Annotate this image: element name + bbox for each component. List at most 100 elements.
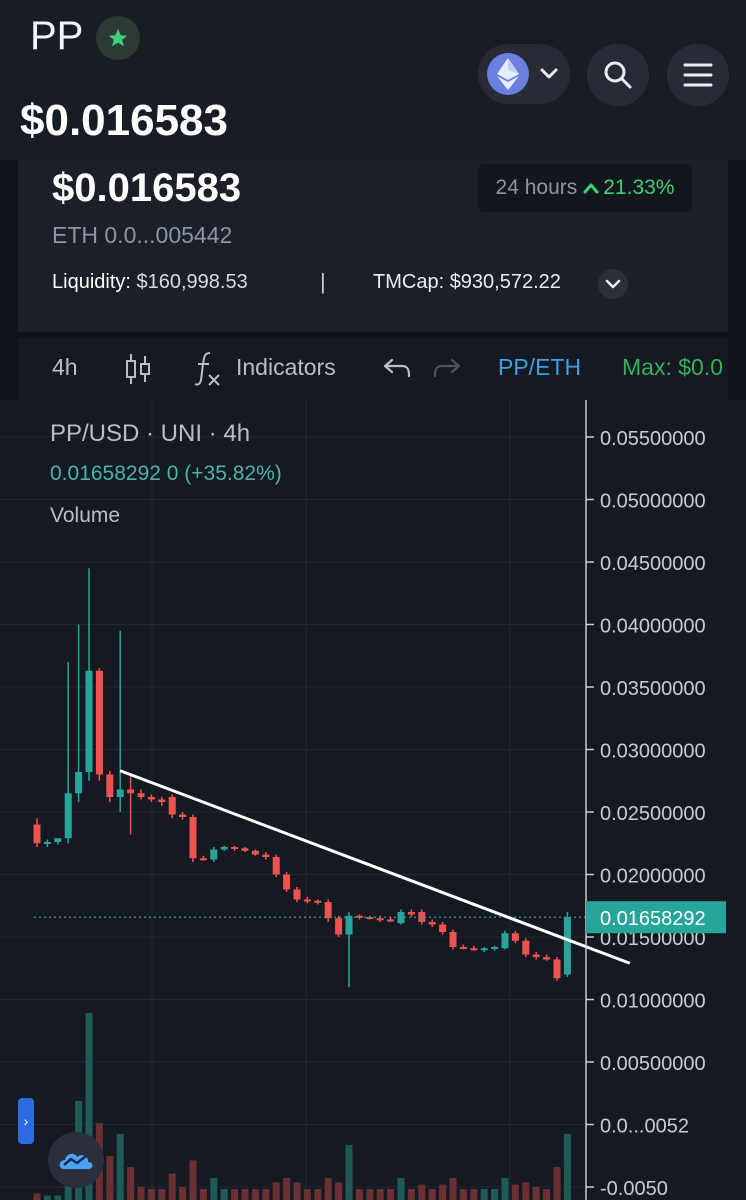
candle [116, 630, 124, 812]
mcap-row: TMCap: $930,572.22 [373, 271, 561, 294]
y-tick-label: 0.03000000 [600, 741, 706, 763]
candle-body [283, 874, 291, 890]
candle [241, 847, 249, 852]
volume-label: Volume [50, 504, 121, 527]
expand-stats-button[interactable] [598, 269, 628, 299]
candle [314, 899, 322, 905]
volume-bar [355, 1189, 363, 1200]
search-button[interactable] [587, 44, 649, 106]
volume-bar [127, 1167, 135, 1200]
y-tick-label: 0.04000000 [600, 616, 706, 638]
volume-bar [459, 1189, 467, 1200]
hamburger-menu-icon [683, 63, 713, 87]
volume-bar [376, 1189, 384, 1200]
liquidity-value: $160,998.53 [136, 271, 248, 293]
y-tick-label: 0.01000000 [600, 991, 706, 1013]
y-tick-label: 0.00500000 [600, 1053, 706, 1075]
candle-body [179, 814, 187, 817]
volume-bar [189, 1160, 197, 1200]
favorite-button[interactable] [96, 16, 140, 60]
candle [220, 845, 228, 851]
candle [147, 794, 155, 802]
candle [106, 770, 114, 802]
candle-body [387, 919, 395, 922]
candle [127, 774, 135, 835]
menu-button[interactable] [667, 44, 729, 106]
candle [95, 668, 103, 781]
volume-bar [491, 1189, 499, 1200]
candle [272, 854, 280, 877]
candle [459, 944, 467, 950]
candlestick-chart[interactable]: 0.05500000 0.05000000 0.04500000 0.04000000… [0, 400, 746, 1200]
volume-bar [210, 1178, 218, 1200]
candle [387, 917, 395, 922]
interval-button[interactable]: 4h [52, 354, 78, 380]
volume-bar [293, 1182, 301, 1200]
volume-bar [439, 1184, 447, 1200]
candle-body [147, 797, 155, 800]
candle-body [522, 940, 530, 955]
price-chart[interactable]: 0.05500000 0.05000000 0.04500000 0.04000000… [0, 400, 746, 1200]
max-price-label: Max: $0.0 [622, 354, 723, 380]
top-header: PP $0.016583 [0, 0, 746, 160]
candle-body [335, 918, 343, 935]
y-tick-label: 0.04500000 [600, 553, 706, 575]
candle-body [75, 772, 83, 794]
volume-bar [251, 1189, 259, 1200]
candle-body [241, 848, 249, 851]
sidebar-toggle[interactable]: › [18, 1098, 34, 1144]
candle-body [251, 850, 259, 855]
candle [199, 855, 207, 861]
indicators-button[interactable]: Indicators [236, 354, 336, 380]
candle-body [43, 842, 51, 844]
candle-body [158, 799, 166, 802]
current-price-tag-label: 0.01658292 [600, 908, 706, 930]
volume-bar [116, 1134, 124, 1200]
candle [64, 662, 72, 844]
volume-bar [324, 1178, 332, 1200]
change-badge[interactable]: 24 hours 21.33% [478, 164, 692, 212]
trendline[interactable] [119, 769, 631, 965]
chain-selector[interactable] [478, 44, 570, 104]
candle [43, 839, 51, 847]
volume-bar [418, 1184, 426, 1200]
candle-body [439, 924, 447, 932]
candle-body [324, 902, 332, 919]
tradingview-cloud-icon [59, 1153, 93, 1169]
candle [553, 957, 561, 981]
undo-icon[interactable] [382, 356, 412, 380]
candle-body [168, 797, 176, 815]
candle-body [491, 947, 499, 949]
candle-body [262, 854, 270, 857]
volume-bar [501, 1178, 509, 1200]
candle [563, 912, 571, 977]
candle [251, 849, 259, 856]
candle [293, 887, 301, 902]
ethereum-icon [487, 53, 529, 95]
volume-bar [283, 1178, 291, 1200]
volume-bar [137, 1186, 145, 1200]
candle-body [470, 948, 478, 951]
redo-icon[interactable] [432, 356, 462, 380]
volume-bar [303, 1189, 311, 1200]
candlestick-type-icon[interactable] [124, 352, 152, 386]
candle-body [220, 847, 228, 850]
candle-body [407, 912, 415, 915]
candle [179, 812, 187, 820]
volume-bar [553, 1167, 561, 1200]
candle-body [501, 933, 509, 949]
candle [137, 789, 145, 800]
volume-bar [345, 1145, 353, 1200]
candle [470, 945, 478, 951]
candle [324, 899, 332, 922]
pair-toggle[interactable]: PP/ETH [498, 354, 582, 380]
candle-body [116, 789, 124, 797]
arrow-up-icon [583, 183, 599, 194]
liquidity-label: Liquidity: [52, 271, 131, 293]
candle [335, 915, 343, 937]
candle-body [553, 959, 561, 979]
volume-bar [470, 1189, 478, 1200]
volume-bar [179, 1186, 187, 1200]
tradingview-logo[interactable] [48, 1132, 104, 1188]
volume-bar [480, 1189, 488, 1200]
